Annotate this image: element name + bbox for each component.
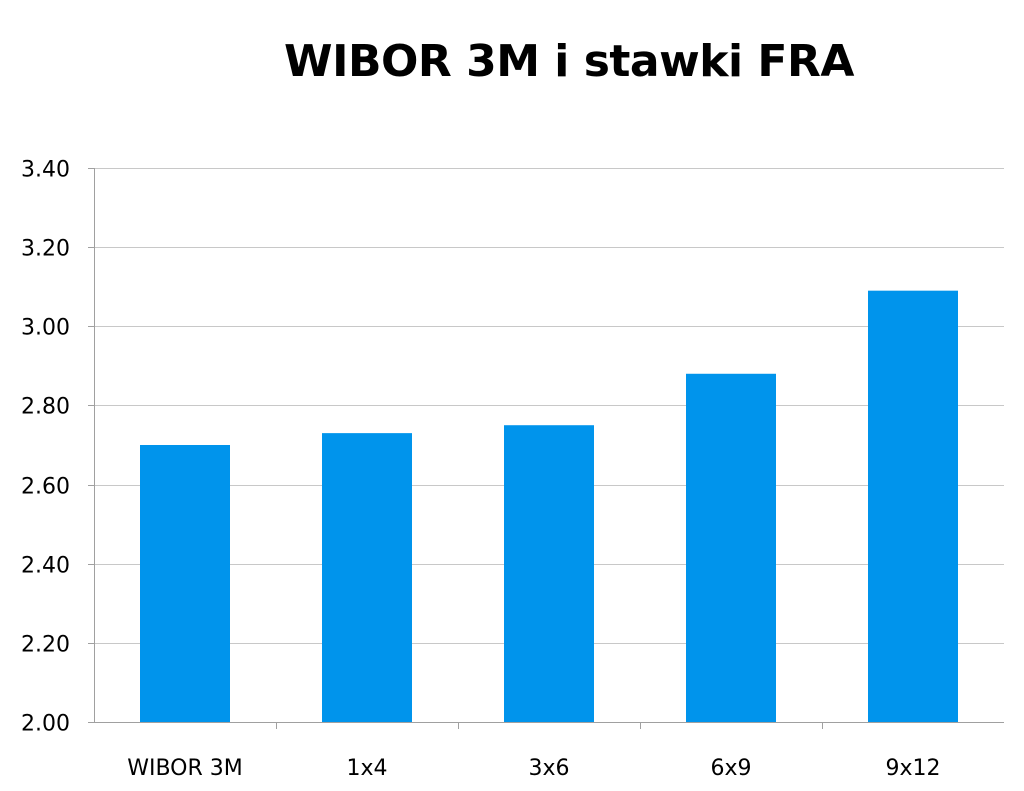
bar	[322, 433, 412, 722]
x-tick-label: 9x12	[885, 756, 940, 781]
y-tick-label: 3.20	[21, 237, 70, 262]
x-tick-label: 1x4	[346, 756, 387, 781]
y-tick-label: 2.00	[21, 712, 70, 737]
bar	[140, 445, 230, 722]
y-tick-label: 3.00	[21, 316, 70, 341]
y-tick-label: 3.40	[21, 158, 70, 183]
bars	[140, 290, 958, 722]
axes	[88, 168, 1004, 729]
y-tick-label: 2.20	[21, 633, 70, 658]
x-tick-label: WIBOR 3M	[127, 756, 243, 781]
chart-title: WIBOR 3M i stawki FRA	[284, 36, 854, 87]
bar	[686, 373, 776, 722]
y-tick-label: 2.40	[21, 554, 70, 579]
y-tick-label: 2.80	[21, 395, 70, 420]
bar	[868, 290, 958, 722]
x-tick-label: 6x9	[710, 756, 751, 781]
bar	[504, 425, 594, 722]
x-tick-label: 3x6	[528, 756, 569, 781]
y-tick-label: 2.60	[21, 475, 70, 500]
y-tick-labels: 2.00 2.20 2.40 2.60 2.80 3.00 3.20 3.40	[21, 158, 70, 737]
x-tick-labels: WIBOR 3M 1x4 3x6 6x9 9x12	[127, 756, 940, 781]
